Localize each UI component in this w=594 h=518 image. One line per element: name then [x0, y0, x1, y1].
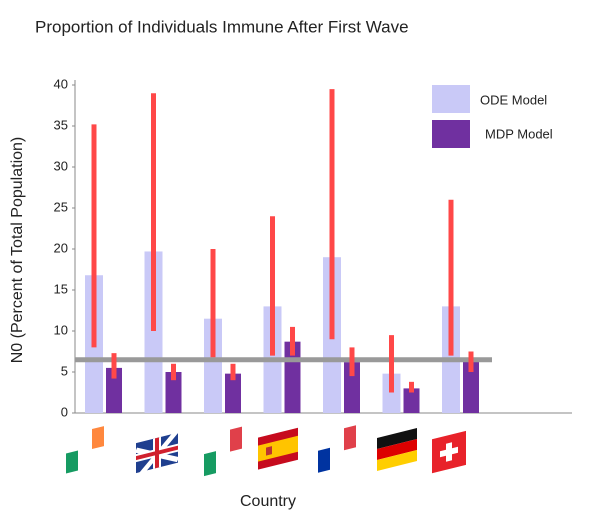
bar	[225, 373, 241, 413]
flag-italy	[204, 426, 242, 477]
bar	[165, 372, 182, 413]
chart-title: Proportion of Individuals Immune After F…	[35, 17, 409, 36]
legend-label: ODE Model	[480, 92, 547, 107]
y-tick-label: 5	[61, 363, 68, 378]
flag-spain	[258, 427, 298, 470]
flag-france	[318, 425, 356, 473]
legend-swatch	[432, 120, 470, 148]
bar	[144, 251, 163, 413]
y-tick-label: 10	[54, 322, 68, 337]
flags	[66, 425, 466, 482]
bar	[106, 367, 122, 413]
flag-germany	[377, 428, 417, 472]
y-axis-label: N0 (Percent of Total Population)	[9, 137, 26, 364]
flag-uk	[134, 428, 180, 482]
x-axis-label: Country	[240, 493, 296, 510]
bar	[382, 373, 401, 413]
legend-label: MDP Model	[485, 126, 553, 141]
bar	[403, 388, 420, 413]
y-tick-label: 40	[54, 76, 68, 91]
bar	[344, 362, 360, 413]
flag-ireland	[66, 426, 104, 474]
bar	[204, 318, 222, 413]
y-tick-label: 25	[54, 199, 68, 214]
y-tick-label: 30	[54, 158, 68, 173]
legend-swatch	[432, 85, 470, 113]
y-tick-label: 20	[54, 240, 68, 255]
y-tick-label: 35	[54, 117, 68, 132]
y-tick-label: 15	[54, 281, 68, 296]
flag-switzerland	[432, 430, 466, 474]
y-tick-label: 0	[61, 404, 68, 419]
bar	[463, 359, 479, 413]
